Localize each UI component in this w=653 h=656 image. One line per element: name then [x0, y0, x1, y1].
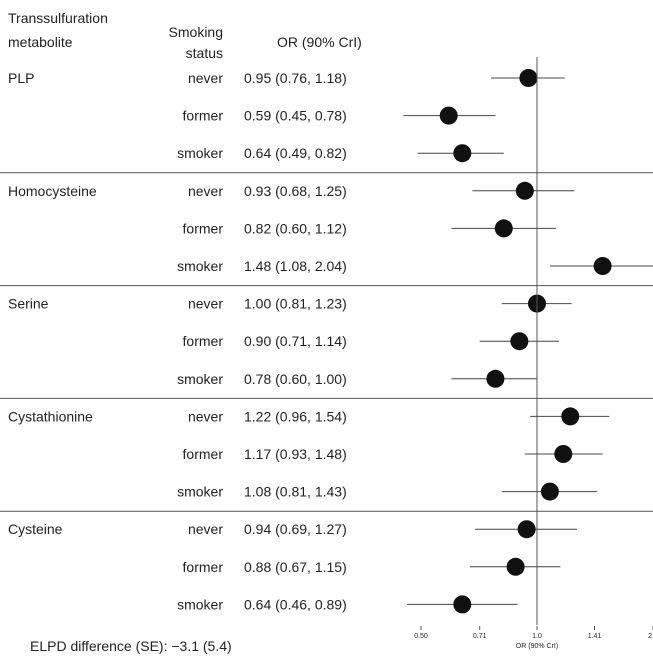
or-ci-label: 0.78 (0.60, 1.00): [244, 371, 347, 387]
or-ci-label: 1.22 (0.96, 1.54): [244, 408, 347, 424]
or-ci-label: 0.82 (0.60, 1.12): [244, 220, 347, 236]
status-label: smoker: [177, 258, 223, 274]
x-tick-label: 1.41: [588, 633, 602, 640]
or-ci-label: 0.95 (0.76, 1.18): [244, 70, 347, 86]
status-label: former: [183, 446, 224, 462]
point-estimate: [453, 144, 472, 163]
rows-layer: PLP never 0.95 (0.76, 1.18) former 0.59 (0.4…: [0, 69, 653, 614]
group-label: Cysteine: [8, 521, 63, 537]
point-estimate: [439, 106, 458, 125]
header-smoking-line1: Smoking: [169, 24, 223, 40]
point-estimate: [453, 595, 472, 614]
point-estimate: [515, 181, 534, 200]
status-label: never: [188, 296, 223, 312]
x-axis-title: OR (90% CrI): [516, 643, 558, 650]
x-tick-label: 2.0: [648, 633, 653, 640]
group-label: PLP: [8, 70, 34, 86]
status-label: smoker: [177, 145, 223, 161]
status-label: never: [188, 521, 223, 537]
elpd-footer: ELPD difference (SE): −3.1 (5.4): [30, 638, 232, 654]
or-ci-label: 0.64 (0.49, 0.82): [244, 145, 347, 161]
header-metabolite-line2: metabolite: [8, 34, 73, 50]
or-ci-label: 1.48 (1.08, 2.04): [244, 258, 347, 274]
status-label: never: [188, 70, 223, 86]
point-estimate: [494, 219, 513, 238]
x-tick-label: 1.0: [532, 633, 542, 640]
status-label: never: [188, 408, 223, 424]
or-ci-label: 0.59 (0.45, 0.78): [244, 108, 347, 124]
point-estimate: [554, 445, 573, 463]
or-ci-label: 0.94 (0.69, 1.27): [244, 521, 347, 537]
group-label: Homocysteine: [8, 183, 97, 199]
header-or-column: OR (90% CrI): [277, 34, 362, 50]
status-label: former: [183, 108, 224, 124]
status-label: smoker: [177, 371, 223, 387]
group-label: Serine: [8, 296, 49, 312]
column-headers: Transsulfuration metabolite Smoking stat…: [8, 10, 362, 61]
point-estimate: [561, 407, 580, 426]
x-tick-label: 0.50: [414, 633, 428, 640]
header-metabolite-line1: Transsulfuration: [8, 10, 108, 26]
group-label: Cystathionine: [8, 408, 93, 424]
point-estimate: [540, 482, 559, 501]
status-label: former: [183, 559, 224, 575]
or-ci-label: 0.93 (0.68, 1.25): [244, 183, 347, 199]
x-tick-label: 0.71: [473, 633, 487, 640]
status-label: smoker: [177, 596, 223, 612]
point-estimate: [519, 69, 538, 87]
or-ci-label: 1.08 (0.81, 1.43): [244, 484, 347, 500]
or-ci-label: 0.64 (0.46, 0.89): [244, 596, 347, 612]
x-axis: 0.50 0.71 1.0 1.41 2.0 OR (90% CrI): [414, 57, 653, 650]
point-estimate: [486, 369, 505, 388]
status-label: former: [183, 333, 224, 349]
point-estimate: [593, 257, 612, 275]
status-label: never: [188, 183, 223, 199]
status-label: former: [183, 220, 224, 236]
or-ci-label: 0.90 (0.71, 1.14): [244, 333, 347, 349]
or-ci-label: 0.88 (0.67, 1.15): [244, 559, 347, 575]
point-estimate: [510, 332, 529, 351]
or-ci-label: 1.00 (0.81, 1.23): [244, 296, 347, 312]
status-label: smoker: [177, 484, 223, 500]
or-ci-label: 1.17 (0.93, 1.48): [244, 446, 347, 462]
header-smoking-line2: status: [186, 45, 223, 61]
point-estimate: [517, 520, 536, 539]
point-estimate: [506, 557, 525, 576]
